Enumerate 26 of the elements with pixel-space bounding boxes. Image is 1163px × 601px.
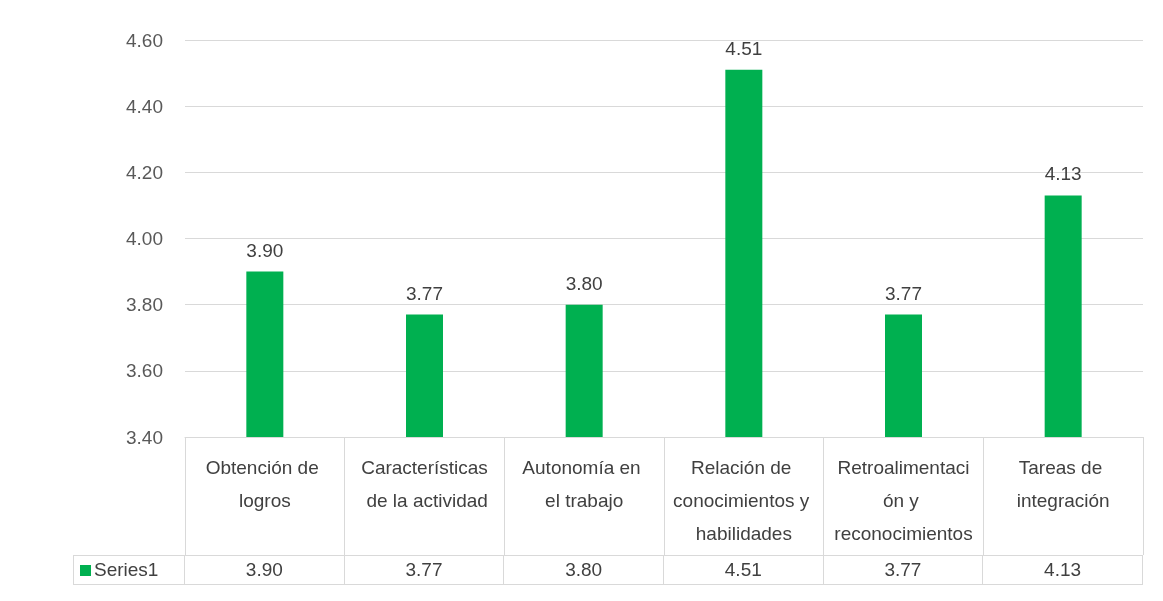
text: 4.51 bbox=[725, 37, 763, 59]
text: 3.80 bbox=[565, 272, 603, 294]
data-label: 3.80 bbox=[504, 555, 664, 585]
x-tick-label: Características de la actividad bbox=[361, 457, 488, 511]
data-label: 3.77 bbox=[344, 555, 505, 585]
legend-label: Series1 bbox=[73, 555, 185, 585]
text: 3.77 bbox=[406, 282, 443, 304]
y-tick-label: 4.00 bbox=[126, 228, 163, 249]
text: 4.13 bbox=[1044, 163, 1082, 185]
x-tick-label: Obtención de logros bbox=[205, 457, 324, 511]
x-tick-label: Tareas de integración bbox=[1016, 457, 1110, 511]
y-tick-label: 3.40 bbox=[126, 426, 163, 448]
y-tick-label: 4.40 bbox=[126, 95, 163, 117]
x-tick-label: Relación de conocimientos y habilidades bbox=[673, 457, 815, 544]
data-label: 3.77 bbox=[823, 555, 984, 585]
data-label: 4.13 bbox=[983, 555, 1143, 585]
y-tick-label: 3.60 bbox=[126, 360, 163, 382]
data-label: 3.90 bbox=[185, 555, 345, 585]
y-tick-label: 4.20 bbox=[126, 161, 163, 183]
x-tick-label: Autonomía en el trabajo bbox=[522, 457, 646, 511]
y-tick-label: 3.80 bbox=[126, 294, 163, 316]
data-label: 4.51 bbox=[663, 555, 824, 585]
y-tick-label: 4.60 bbox=[126, 29, 163, 51]
text: 3.77 bbox=[885, 282, 922, 304]
text: 3.90 bbox=[246, 239, 284, 261]
x-tick-label: Retroalimentación y reconocimientos bbox=[834, 457, 973, 544]
